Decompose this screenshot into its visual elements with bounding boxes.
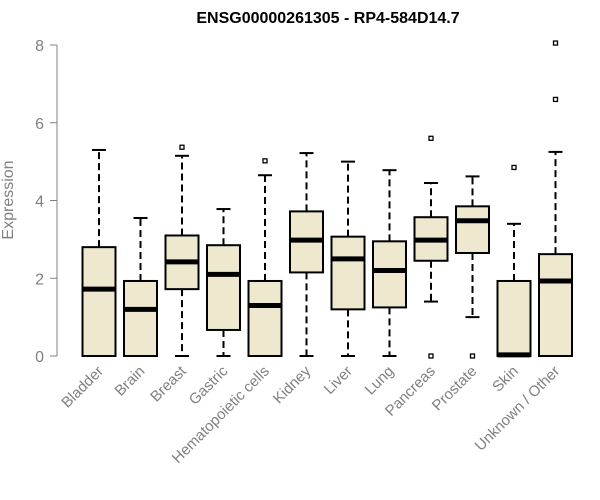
x-tick-label: Liver xyxy=(321,363,356,398)
y-tick-label: 6 xyxy=(35,116,44,133)
box-iqr xyxy=(81,246,117,357)
box-group xyxy=(206,208,241,357)
y-tick-label: 4 xyxy=(35,194,44,211)
box-iqr xyxy=(538,253,573,358)
box-group xyxy=(330,160,366,357)
box-iqr xyxy=(123,279,158,357)
outlier-point xyxy=(552,40,559,46)
x-tick-label: Breast xyxy=(147,362,190,405)
box-group xyxy=(413,135,449,359)
outlier-point xyxy=(428,135,434,141)
box-group xyxy=(81,148,117,357)
box-series xyxy=(81,40,573,359)
box-iqr xyxy=(372,240,407,309)
y-tick-label: 8 xyxy=(35,38,44,55)
outlier-point xyxy=(179,144,185,150)
box-group xyxy=(289,152,324,357)
y-tick-label: 2 xyxy=(35,271,44,288)
box-group xyxy=(496,164,532,358)
box-group xyxy=(455,175,490,359)
outlier-point xyxy=(428,353,434,359)
y-axis-label: Expression xyxy=(0,160,17,239)
x-tick-label: Lung xyxy=(362,363,398,399)
outlier-point xyxy=(552,96,559,103)
y-axis: 0 2 4 6 8 xyxy=(35,38,58,366)
box-group xyxy=(538,40,573,358)
box-group xyxy=(372,169,407,357)
outlier-point xyxy=(511,164,517,171)
box-iqr xyxy=(330,235,366,311)
box-group xyxy=(247,158,283,357)
box-group xyxy=(123,216,158,357)
x-tick-label: Kidney xyxy=(270,362,315,407)
outlier-point xyxy=(469,353,476,359)
outlier-point xyxy=(262,158,268,164)
box-iqr xyxy=(496,279,532,357)
box-iqr xyxy=(206,244,241,331)
box-iqr xyxy=(247,279,283,357)
box-iqr xyxy=(455,205,490,254)
x-tick-label: Brain xyxy=(112,363,149,400)
box-group xyxy=(164,144,200,357)
chart-title: ENSG00000261305 - RP4-584D14.7 xyxy=(196,10,459,27)
x-tick-label: Bladder xyxy=(58,363,107,412)
x-tick-label: Skin xyxy=(489,363,522,396)
x-tick-label: Prostate xyxy=(429,363,481,415)
y-tick-label: 0 xyxy=(35,349,44,366)
